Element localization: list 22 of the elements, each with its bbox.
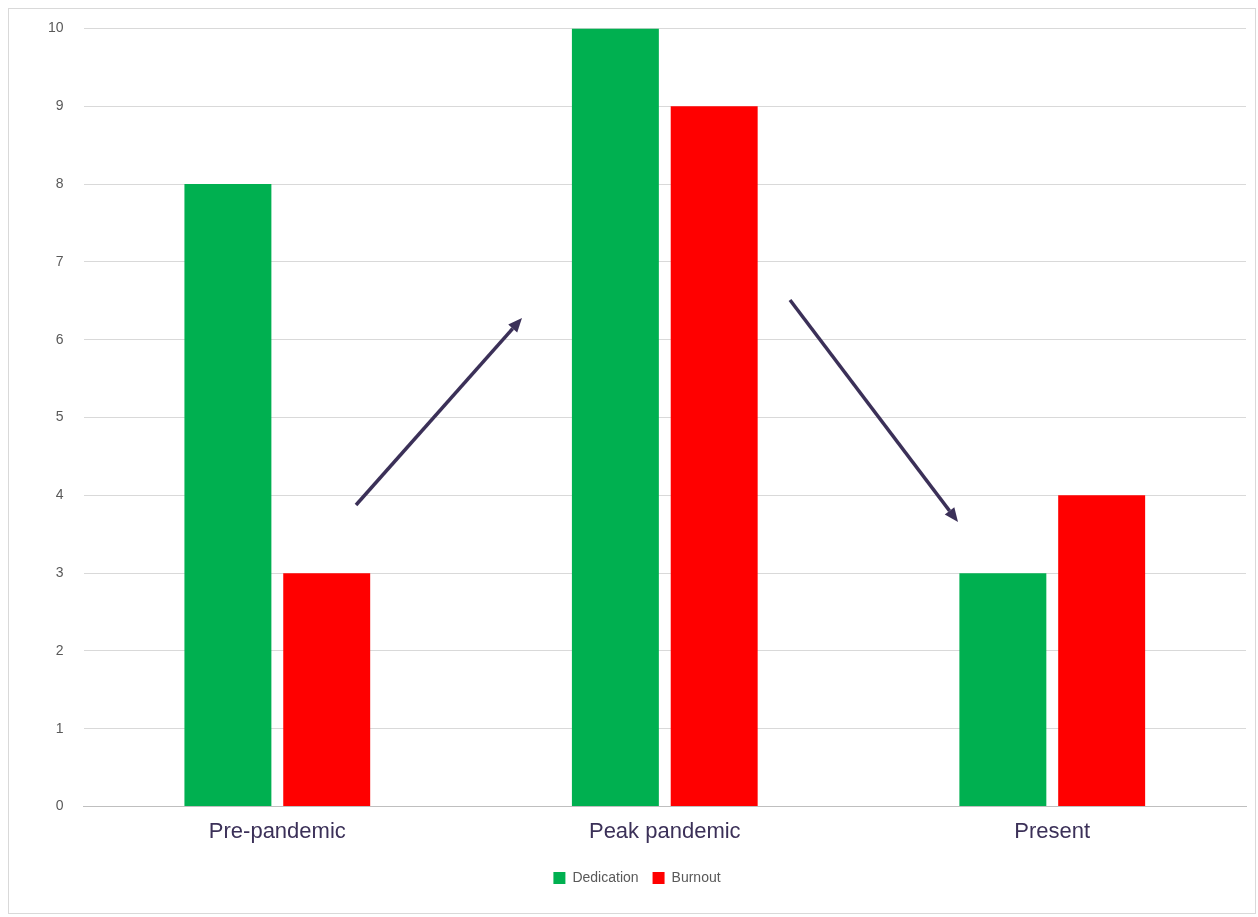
y-tick-label: 8 xyxy=(55,174,64,191)
legend-label: Dedication xyxy=(572,868,639,885)
y-tick-label: 1 xyxy=(55,719,64,736)
y-tick-label: 7 xyxy=(55,252,64,269)
bar xyxy=(184,184,272,807)
bar xyxy=(571,28,659,807)
bar xyxy=(1058,495,1146,807)
y-tick-label: 3 xyxy=(55,564,64,580)
x-tick-label: Present xyxy=(1014,817,1091,843)
bar xyxy=(670,106,758,807)
x-tick-label: Pre-pandemic xyxy=(208,817,346,843)
x-tick-label: Peak pandemic xyxy=(588,817,741,843)
bar xyxy=(283,573,371,807)
bar xyxy=(959,573,1047,807)
y-tick-label: 0 xyxy=(55,797,64,814)
y-tick-label: 4 xyxy=(55,486,64,503)
y-tick-label: 6 xyxy=(55,330,64,347)
y-tick-label: 10 xyxy=(47,19,64,36)
legend-label: Burnout xyxy=(671,868,721,885)
y-tick-label: 2 xyxy=(55,641,64,658)
y-tick-label: 5 xyxy=(55,408,64,425)
y-tick-label: 9 xyxy=(55,97,64,114)
